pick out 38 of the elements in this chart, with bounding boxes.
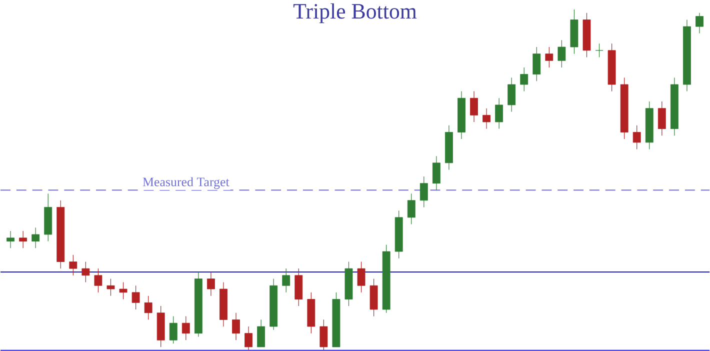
candlestick <box>532 46 541 82</box>
candlestick <box>470 91 478 122</box>
candlestick <box>32 227 40 248</box>
candlestick <box>545 46 554 68</box>
candlestick <box>6 230 14 248</box>
candlestick <box>244 326 252 351</box>
candlestick <box>69 254 78 276</box>
candlestick <box>407 193 416 225</box>
candlestick <box>432 156 440 191</box>
candlestick <box>169 316 178 344</box>
candlestick <box>106 278 115 296</box>
candlestick <box>420 176 428 208</box>
candlestick <box>182 316 190 340</box>
ref-line-label: Measured Target <box>142 177 230 190</box>
candlestick <box>495 98 504 130</box>
candlestick <box>520 67 528 92</box>
candlestick <box>19 230 28 248</box>
candlestick <box>482 108 490 130</box>
candlestick <box>82 262 90 283</box>
candlestick <box>558 40 566 68</box>
candlestick <box>357 262 366 293</box>
candlestick <box>320 319 328 351</box>
candlestick <box>206 272 215 296</box>
candlestick <box>282 268 290 293</box>
chart-title: Triple Bottom <box>293 3 417 24</box>
candlestick <box>508 77 516 112</box>
candlestick <box>232 312 240 340</box>
candlestick <box>595 43 604 58</box>
candlestick <box>632 125 641 150</box>
candlestick <box>119 282 128 300</box>
candlestick <box>144 296 152 320</box>
candlestick <box>94 268 102 293</box>
candlestick <box>257 319 266 348</box>
candlestick <box>370 278 378 317</box>
candlestick <box>658 101 666 136</box>
candlestick <box>294 268 303 306</box>
candlestick <box>696 12 704 34</box>
candlestick <box>132 285 140 310</box>
